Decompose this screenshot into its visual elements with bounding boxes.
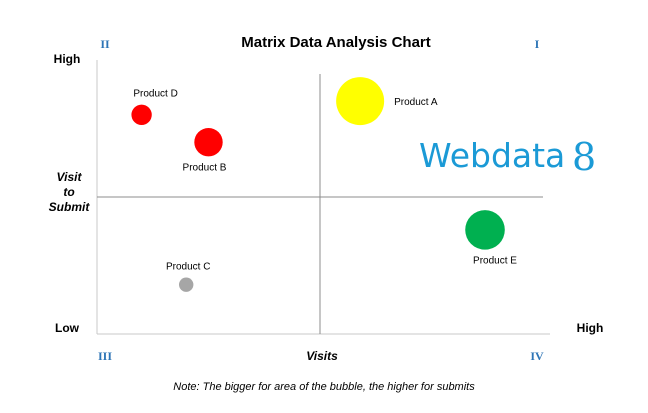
y-axis-label-line-2: to: [63, 185, 74, 199]
bubble-layer: Product A Product B Product C Product D Prod…: [131, 77, 517, 292]
x-axis-label: Visits: [306, 349, 338, 363]
bubble-product-d: [131, 104, 152, 125]
x-low-label: Low: [55, 321, 80, 335]
x-high-label: High: [577, 321, 604, 335]
bubble-label-product-a: Product A: [394, 97, 438, 108]
chart-note: Note: The bigger for area of the bubble,…: [173, 381, 475, 393]
y-high-label: High: [54, 52, 81, 66]
bubble-product-b: [194, 128, 223, 157]
bubble-label-product-e: Product E: [473, 256, 517, 267]
watermark-text: Webdata: [419, 136, 565, 175]
bubble-product-c: [179, 277, 194, 292]
quadrant-label-ii: II: [100, 37, 110, 51]
bubble-label-product-d: Product D: [133, 89, 177, 100]
chart-title: Matrix Data Analysis Chart: [241, 34, 431, 51]
watermark-digit: 8: [572, 135, 596, 179]
quadrant-label-i: I: [535, 37, 540, 51]
bubble-label-product-c: Product C: [166, 261, 210, 272]
quadrant-label-iii: III: [98, 349, 112, 363]
bubble-product-a: [336, 77, 385, 126]
bubble-label-product-b: Product B: [183, 162, 227, 173]
y-axis-label-line-1: Visit: [57, 170, 83, 184]
bubble-product-e: [465, 210, 505, 250]
y-axis-label-line-3: Submit: [49, 200, 91, 214]
quadrant-label-iv: IV: [530, 349, 544, 363]
watermark-logo: Webdata 8: [419, 135, 596, 179]
